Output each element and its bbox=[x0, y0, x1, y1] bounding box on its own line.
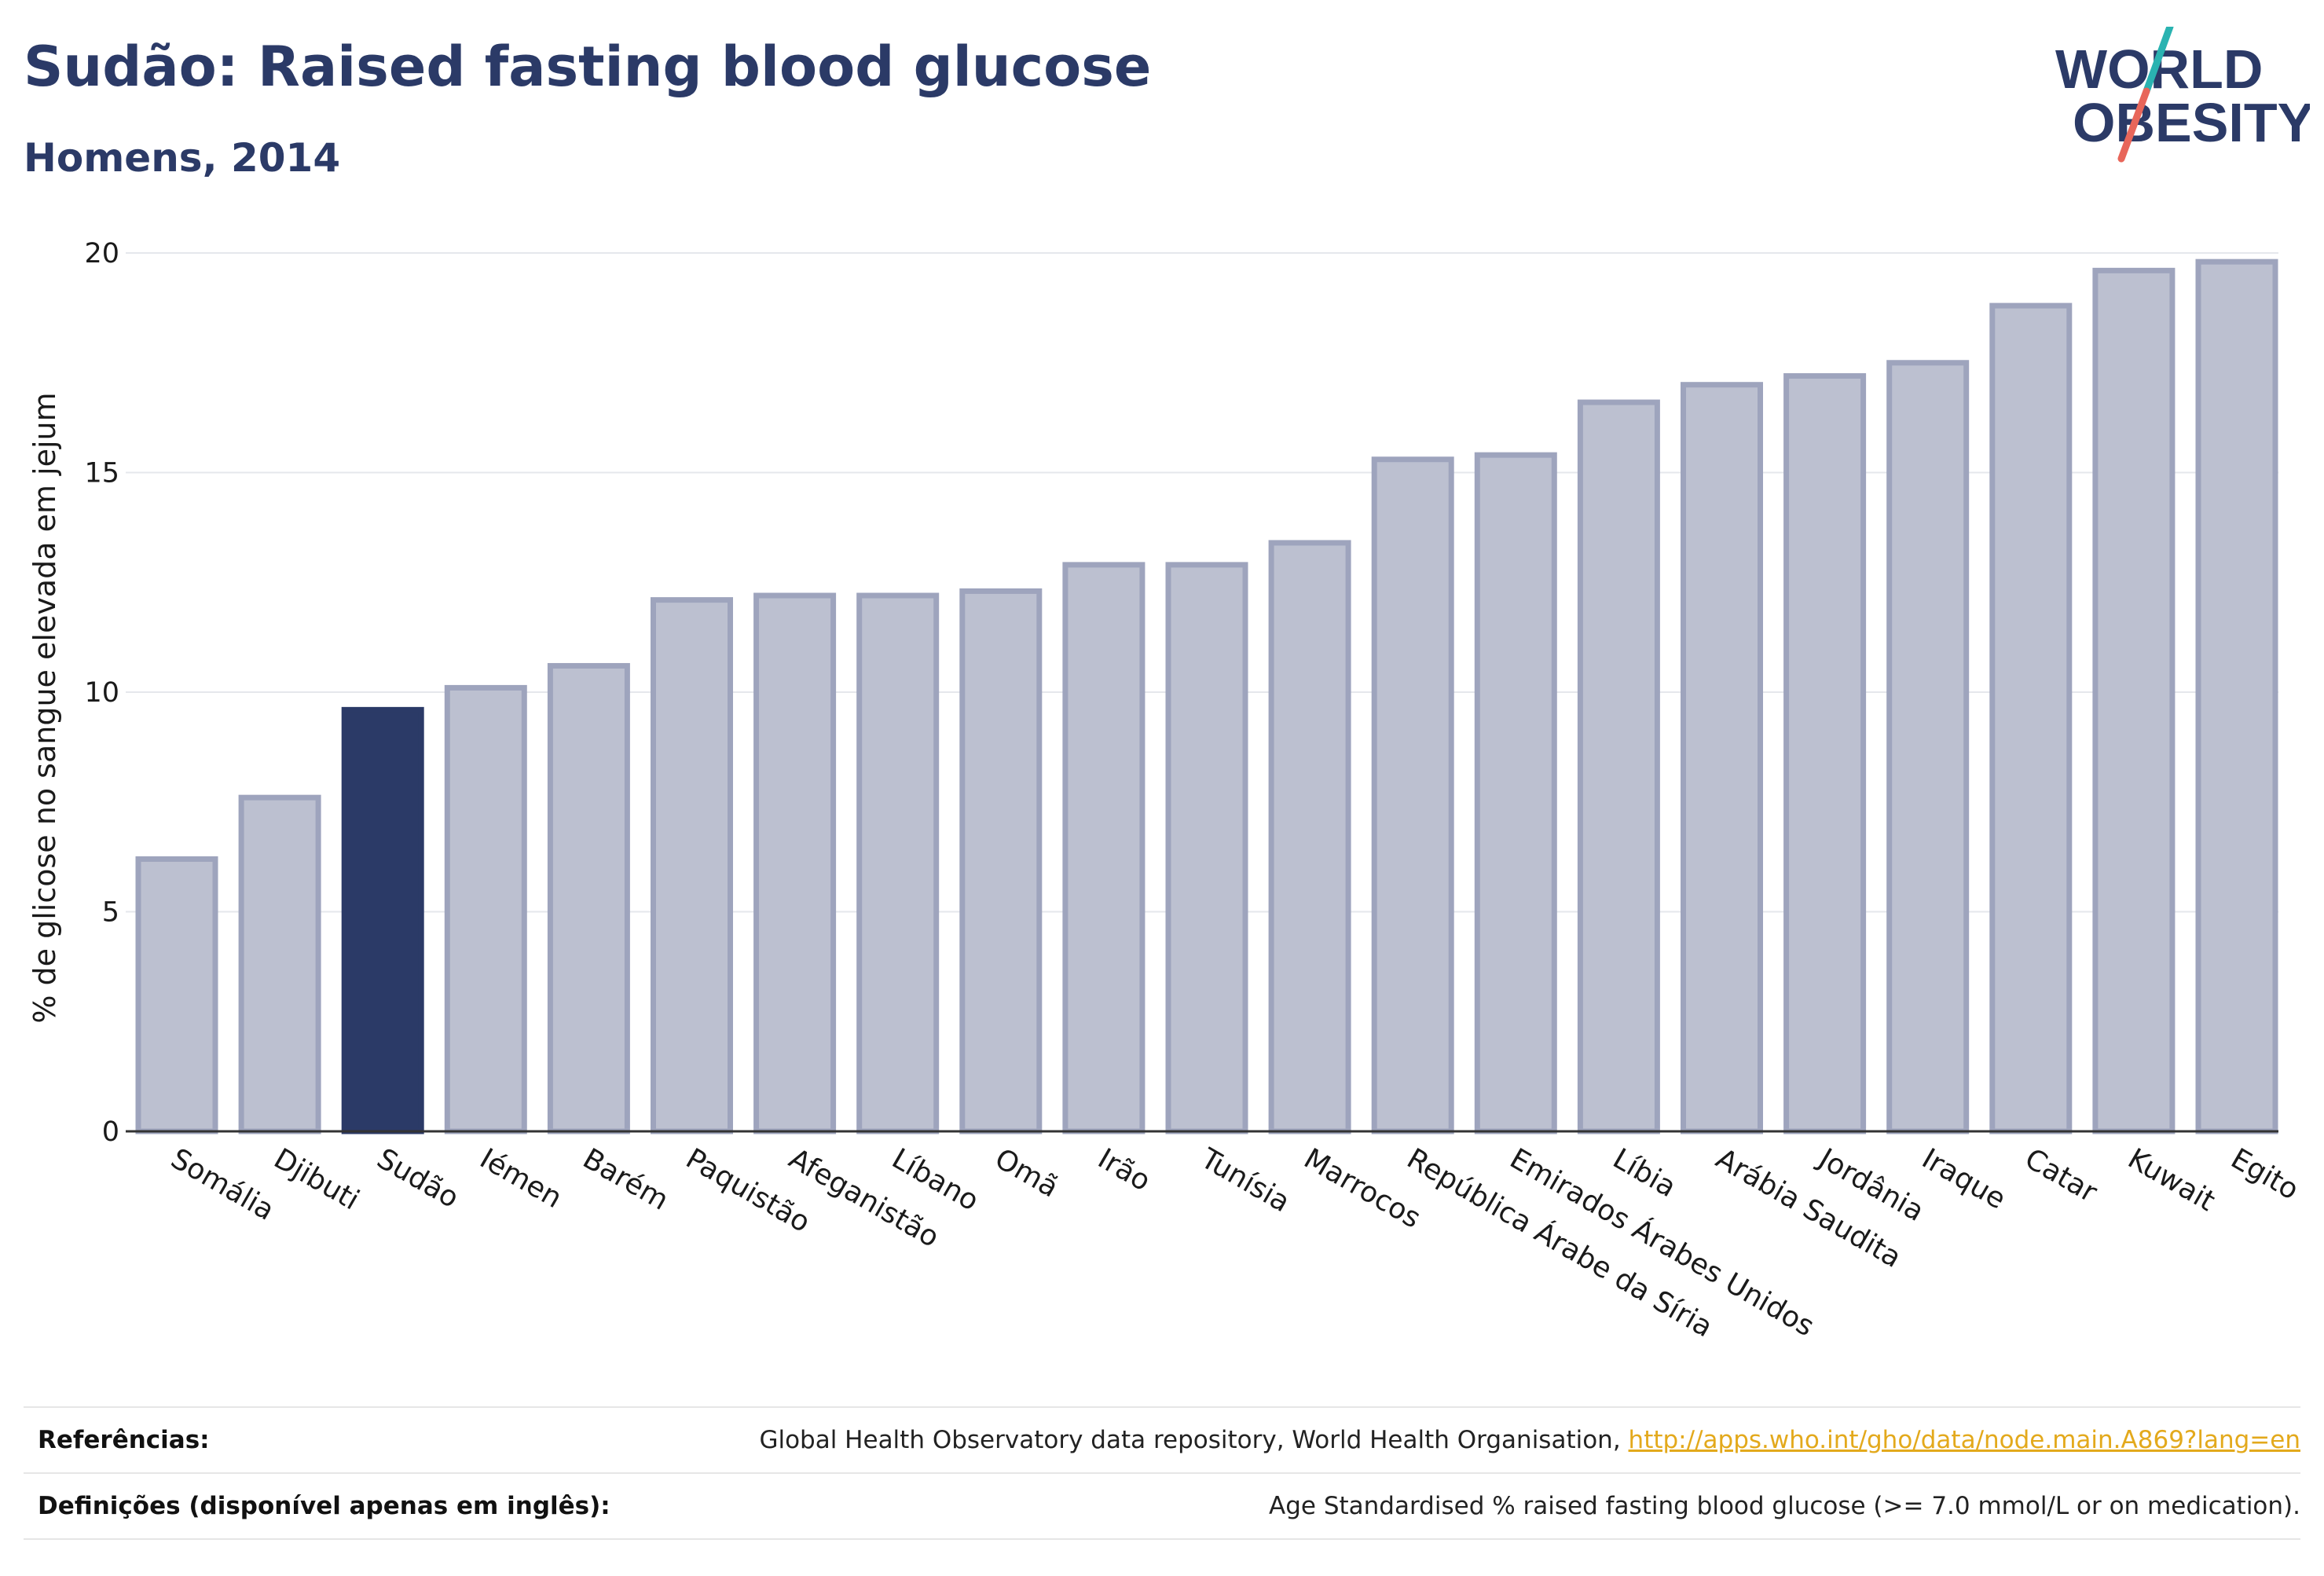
bar-líbia[interactable] bbox=[1577, 399, 1660, 1134]
chart-title: Sudão: Raised fasting blood glucose bbox=[24, 35, 1152, 99]
x-tick-label: Arábia Saudita bbox=[1710, 1142, 1907, 1274]
x-tick-label: Omã bbox=[989, 1142, 1064, 1204]
references-label: Referências: bbox=[38, 1426, 210, 1454]
bars bbox=[135, 258, 2278, 1134]
bar-líbano[interactable] bbox=[856, 592, 940, 1134]
x-tick-label: Iémen bbox=[475, 1142, 567, 1215]
x-tick-label: Catar bbox=[2019, 1142, 2102, 1209]
bar-irão[interactable] bbox=[1062, 562, 1146, 1134]
bar-afeganistão[interactable] bbox=[753, 592, 837, 1134]
x-tick-label: Barém bbox=[577, 1142, 674, 1216]
references-value: Global Health Observatory data repositor… bbox=[759, 1426, 2300, 1454]
bar-tunísia[interactable] bbox=[1165, 562, 1248, 1134]
logo-slash-top bbox=[2143, 27, 2174, 95]
x-tick-label: Irão bbox=[1092, 1142, 1156, 1197]
logo-line2: OBESITY bbox=[2073, 92, 2310, 153]
x-tick-label: Marrocos bbox=[1299, 1142, 1426, 1234]
bar-iémen[interactable] bbox=[444, 684, 527, 1134]
chart-subtitle: Homens, 2014 bbox=[24, 135, 341, 181]
bar-iraque[interactable] bbox=[1886, 360, 1970, 1134]
y-tick-label: 5 bbox=[102, 897, 119, 929]
y-axis-ticks: 0 5 10 15 20 bbox=[84, 238, 119, 1148]
bar-kuwait[interactable] bbox=[2092, 267, 2176, 1134]
y-tick-label: 0 bbox=[102, 1116, 119, 1148]
bar-jordânia[interactable] bbox=[1783, 373, 1867, 1134]
references-row: Referências: Global Health Observatory d… bbox=[24, 1406, 2300, 1472]
bar-catar[interactable] bbox=[1989, 302, 2073, 1134]
bar-marrocos[interactable] bbox=[1268, 540, 1351, 1134]
bar-djibuti[interactable] bbox=[238, 794, 321, 1134]
y-tick-label: 20 bbox=[84, 238, 119, 269]
y-axis-label: % de glicose no sangue elevada em jejum bbox=[27, 392, 62, 1023]
references-text: Global Health Observatory data repositor… bbox=[759, 1426, 1629, 1454]
bar-omã[interactable] bbox=[959, 588, 1043, 1134]
bar-barém[interactable] bbox=[547, 662, 630, 1134]
definitions-label: Definições (disponível apenas em inglês)… bbox=[38, 1492, 610, 1520]
logo-slash-bottom bbox=[2117, 87, 2150, 163]
y-tick-label: 10 bbox=[84, 677, 119, 709]
x-tick-label: Iraque bbox=[1916, 1142, 2011, 1215]
x-tick-label: Kuwait bbox=[2122, 1142, 2220, 1218]
bar-emirados-árabes-unidos[interactable] bbox=[1474, 452, 1557, 1134]
x-tick-label: Líbia bbox=[1607, 1142, 1681, 1204]
definitions-text: Age Standardised % raised fasting blood … bbox=[1269, 1492, 2300, 1520]
footer: Referências: Global Health Observatory d… bbox=[24, 1406, 2300, 1540]
bar-república-árabe-da-síria[interactable] bbox=[1371, 456, 1454, 1134]
bar-arábia-saudita[interactable] bbox=[1681, 382, 1763, 1134]
x-tick-label: Somália bbox=[166, 1142, 280, 1227]
bar-sudão[interactable] bbox=[341, 706, 424, 1134]
bar-paquistão[interactable] bbox=[651, 597, 733, 1134]
x-tick-label: Djibuti bbox=[269, 1142, 365, 1216]
references-link[interactable]: http://apps.who.int/gho/data/node.main.A… bbox=[1628, 1426, 2300, 1454]
bar-egito[interactable] bbox=[2195, 258, 2278, 1134]
definitions-row: Definições (disponível apenas em inglês)… bbox=[24, 1472, 2300, 1540]
x-tick-label: Tunísia bbox=[1195, 1142, 1296, 1219]
x-tick-label: Sudão bbox=[372, 1142, 464, 1215]
y-tick-label: 15 bbox=[84, 458, 119, 489]
x-tick-label: Egito bbox=[2226, 1142, 2304, 1206]
bar-somália[interactable] bbox=[135, 856, 218, 1134]
world-obesity-logo: WORLD OBESITY bbox=[2055, 27, 2310, 163]
